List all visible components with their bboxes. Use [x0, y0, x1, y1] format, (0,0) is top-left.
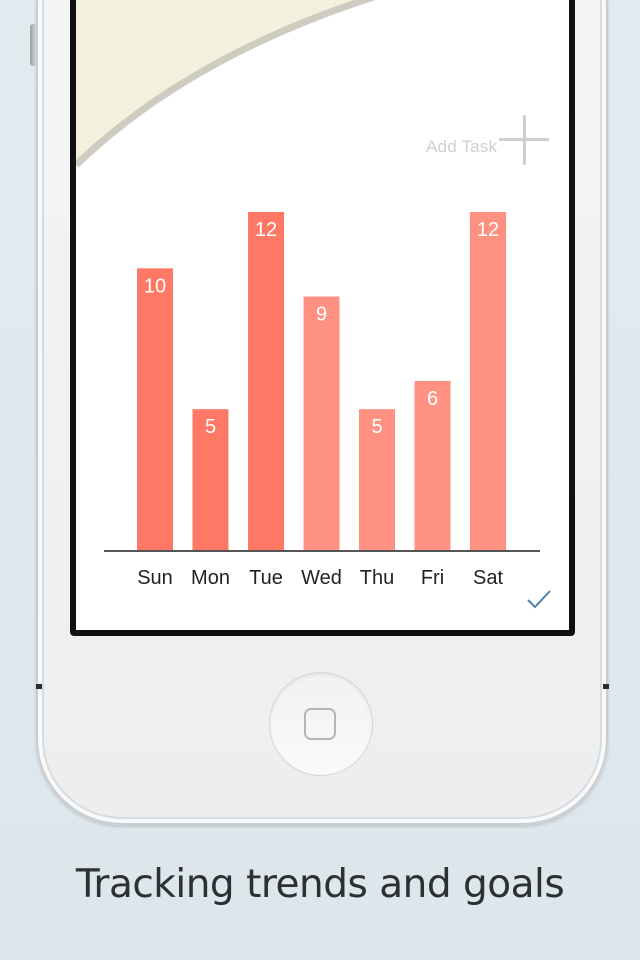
phone-edge-mark-right	[603, 684, 609, 689]
bar-value-label: 5	[205, 416, 216, 438]
bar-sun	[137, 268, 173, 550]
bar-value-label: 12	[255, 219, 277, 241]
home-square-icon	[304, 708, 336, 740]
day-label: Tue	[249, 567, 283, 589]
bar-value-label: 6	[427, 388, 438, 410]
bar-mon	[192, 409, 229, 550]
home-button[interactable]	[269, 672, 373, 776]
add-task-label: Add Task	[426, 137, 498, 156]
bar-fri	[414, 381, 451, 550]
day-label: Mon	[191, 567, 230, 589]
phone-edge-mark-left	[36, 684, 42, 689]
bar-value-label: 9	[316, 304, 327, 326]
add-task-button[interactable]: Add Task	[426, 110, 550, 170]
bar-tue	[248, 212, 284, 550]
bar-wed	[303, 296, 340, 550]
app-screen: Add Task 10 Sun 5 Mon 12 Tue 9 Wed 5 Thu 6 Fri 12 Sat	[76, 0, 569, 630]
caption: Tracking trends and goals	[75, 862, 565, 907]
bar-thu	[359, 409, 395, 550]
bar-value-label: 10	[144, 275, 166, 297]
day-label: Sat	[473, 567, 503, 589]
checkmark-icon[interactable]	[526, 588, 552, 610]
day-label: Fri	[421, 567, 444, 589]
day-label: Wed	[301, 567, 342, 589]
bar-value-label: 12	[477, 219, 499, 241]
day-label: Sun	[137, 567, 173, 589]
bar-value-label: 5	[371, 416, 382, 438]
bar-sat	[470, 212, 506, 550]
day-label: Thu	[360, 567, 394, 589]
side-button	[30, 24, 36, 66]
header-blob	[76, 0, 376, 168]
plus-icon	[499, 115, 550, 165]
weekly-bar-chart: 10 Sun 5 Mon 12 Tue 9 Wed 5 Thu 6 Fri 12 Sat	[104, 212, 540, 589]
